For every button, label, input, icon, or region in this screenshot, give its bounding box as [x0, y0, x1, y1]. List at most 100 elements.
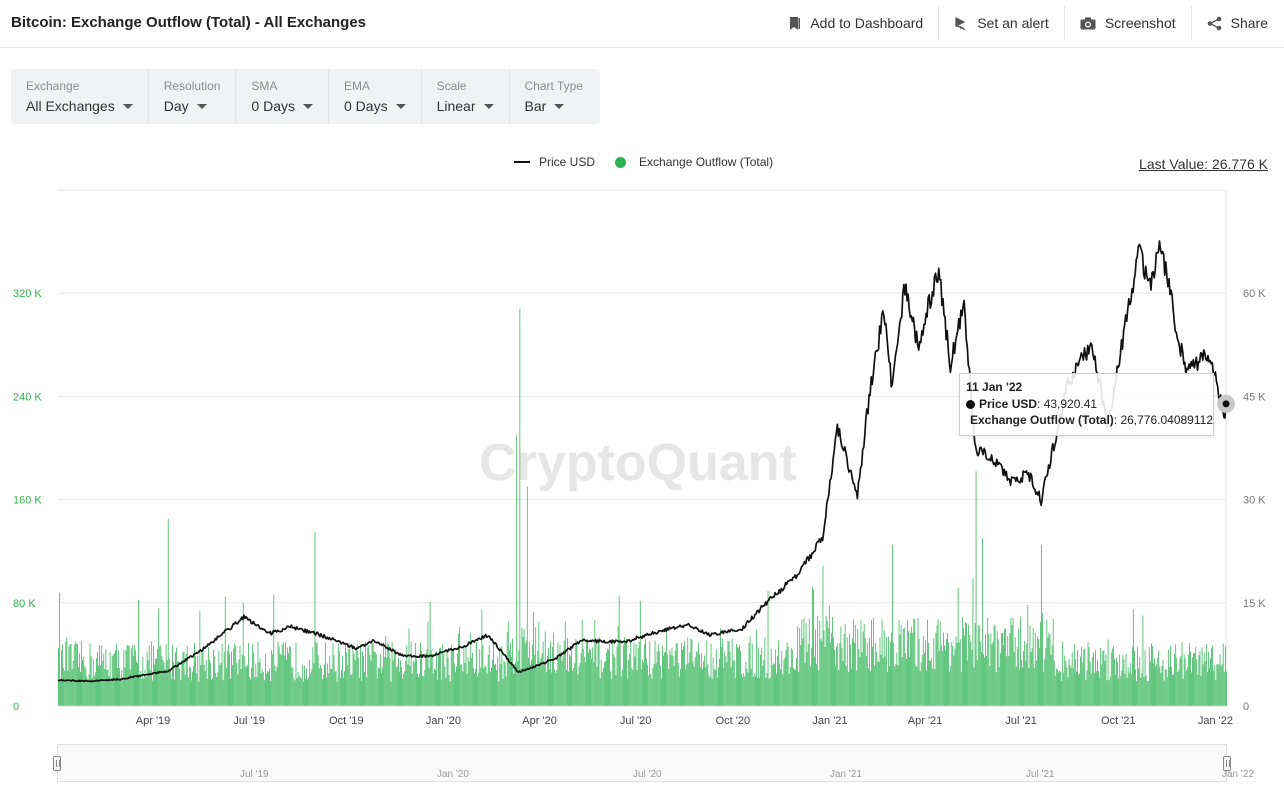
outflow-bar: [572, 670, 574, 706]
scale-select[interactable]: Scale Linear: [422, 69, 510, 124]
outflow-bar: [626, 638, 627, 706]
set-alert-button[interactable]: Set an alert: [939, 6, 1065, 40]
outflow-bar: [544, 631, 546, 706]
outflow-bar: [781, 650, 783, 706]
outflow-bar: [380, 653, 381, 706]
outflow-bar: [396, 666, 398, 706]
last-value-link[interactable]: Last Value: 26.776 K: [1139, 156, 1268, 172]
outflow-bar: [768, 678, 770, 706]
outflow-bar: [320, 668, 322, 706]
outflow-bar: [145, 677, 147, 706]
outflow-bar: [395, 667, 397, 706]
outflow-bar: [1170, 646, 1171, 706]
outflow-bar: [356, 644, 358, 706]
add-to-dashboard-button[interactable]: Add to Dashboard: [774, 6, 940, 40]
outflow-bar: [918, 638, 920, 706]
ema-select[interactable]: EMA 0 Days: [329, 69, 422, 124]
x-tick-label: Jul '19: [233, 715, 264, 727]
outflow-bar: [1122, 655, 1124, 706]
outflow-bar: [925, 640, 926, 706]
header: Bitcoin: Exchange Outflow (Total) - All …: [0, 0, 1284, 48]
outflow-bar: [1177, 671, 1179, 706]
outflow-bar: [554, 669, 556, 706]
navigator-left-handle[interactable]: [53, 756, 61, 771]
outflow-bar: [909, 657, 910, 706]
outflow-bar: [414, 642, 416, 706]
outflow-bar: [1187, 654, 1189, 706]
tooltip-outflow-value: : 26,776.04089112: [1113, 413, 1213, 427]
outflow-bar: [311, 669, 313, 706]
outflow-bar: [556, 669, 558, 706]
outflow-bar: [1130, 674, 1132, 706]
x-tick-label: Oct '21: [1101, 715, 1136, 727]
tooltip-row-outflow: Exchange Outflow (Total) : 26,776.040891…: [966, 413, 1213, 427]
outflow-bar: [939, 621, 941, 706]
legend-item-price[interactable]: Price USD: [514, 155, 595, 169]
outflow-bar: [1158, 650, 1160, 706]
outflow-bar: [1057, 669, 1058, 706]
outflow-bar: [136, 661, 137, 706]
outflow-bar: [701, 653, 702, 706]
outflow-bar: [747, 672, 749, 706]
outflow-bar: [1114, 659, 1115, 706]
outflow-bar: [299, 677, 301, 706]
caret-down-icon: [196, 103, 207, 109]
outflow-bar: [371, 642, 373, 706]
outflow-bar: [245, 666, 247, 706]
outflow-bar: [388, 643, 390, 706]
outflow-bar: [1101, 664, 1103, 706]
outflow-bar: [476, 642, 477, 706]
navigator-right-handle[interactable]: [1223, 756, 1231, 771]
outflow-bar: [592, 647, 594, 706]
outflow-bar: [84, 666, 86, 706]
outflow-bar: [989, 665, 991, 706]
outflow-bar: [1104, 660, 1106, 706]
sma-select[interactable]: SMA 0 Days: [236, 69, 329, 124]
outflow-bar: [757, 677, 758, 706]
outflow-bar: [702, 668, 703, 706]
outflow-bar: [177, 661, 179, 706]
outflow-bar: [1182, 679, 1184, 706]
outflow-bar: [734, 677, 736, 706]
tooltip-date: 11 Jan '22: [966, 380, 1023, 394]
scale-value: Linear: [436, 98, 476, 114]
outflow-bar: [172, 645, 173, 706]
outflow-bar: [793, 667, 794, 706]
exchange-select[interactable]: Exchange All Exchanges: [11, 69, 149, 124]
outflow-bar: [584, 661, 586, 706]
dot-swatch-icon: [615, 156, 627, 168]
outflow-bar: [557, 642, 559, 706]
legend-item-outflow[interactable]: Exchange Outflow (Total): [615, 155, 773, 169]
share-button[interactable]: Share: [1192, 6, 1284, 40]
outflow-bar: [975, 471, 977, 706]
outflow-bar: [858, 649, 860, 706]
outflow-bar: [512, 638, 513, 706]
outflow-bar: [799, 627, 801, 706]
outflow-bar: [423, 675, 425, 706]
outflow-bar: [941, 651, 943, 706]
outflow-bar: [850, 644, 851, 706]
outflow-bar: [322, 679, 323, 706]
range-navigator[interactable]: [57, 744, 1227, 782]
chart-type-select[interactable]: Chart Type Bar: [510, 69, 598, 124]
resolution-select[interactable]: Resolution Day: [149, 69, 237, 124]
outflow-bar: [791, 650, 793, 706]
outflow-bar: [1111, 648, 1113, 706]
screenshot-button[interactable]: Screenshot: [1065, 6, 1192, 40]
tooltip-row-price: Price USD : 43,920.41: [966, 397, 1207, 411]
outflow-bar: [836, 646, 838, 706]
outflow-bar: [1226, 671, 1227, 706]
outflow-bar: [633, 642, 635, 706]
outflow-bar: [1076, 671, 1077, 706]
outflow-bar: [583, 656, 585, 706]
outflow-bar: [818, 670, 820, 706]
outflow-bar: [527, 657, 529, 706]
outflow-bar: [1195, 647, 1197, 706]
outflow-bar: [119, 668, 120, 706]
outflow-bar: [763, 660, 765, 706]
outflow-bar: [949, 671, 951, 706]
x-tick-label: Apr '20: [522, 715, 557, 727]
outflow-bar: [1219, 653, 1221, 706]
x-tick-label: Jan '21: [812, 715, 847, 727]
